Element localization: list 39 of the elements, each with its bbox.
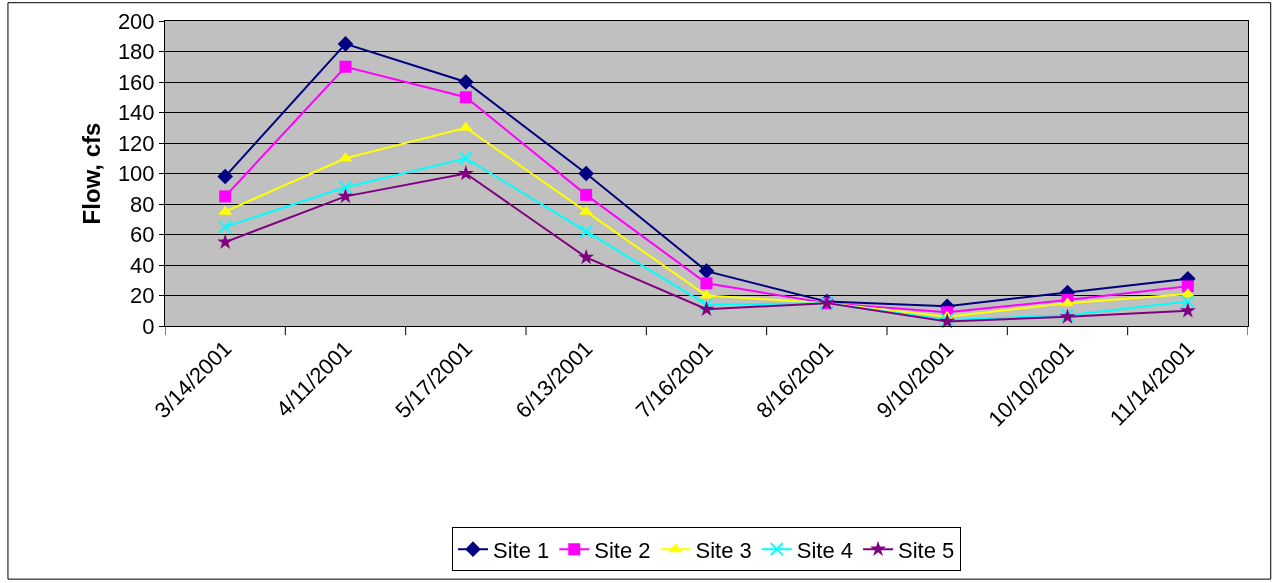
point (698, 300, 715, 317)
y-tick-label: 180 (117, 39, 155, 65)
point (698, 263, 715, 279)
point (458, 74, 474, 90)
point (337, 187, 354, 204)
y-tick-label: 20 (130, 283, 155, 309)
y-tick-label: 60 (130, 222, 155, 248)
point (578, 248, 595, 265)
y-tick-label: 100 (117, 161, 155, 187)
point (1181, 280, 1194, 293)
y-tick-label: 80 (130, 191, 155, 217)
legend-label: Site 3 (695, 537, 752, 563)
point (339, 60, 352, 73)
y-tick-label: 120 (117, 130, 155, 156)
y-tick-label: 40 (130, 252, 155, 278)
y-axis-title: Flow, cfs (77, 122, 105, 225)
point (459, 91, 472, 104)
point (700, 277, 713, 290)
point (457, 165, 474, 181)
point (580, 188, 593, 201)
point (1180, 294, 1195, 309)
point (458, 151, 473, 166)
point (1179, 302, 1196, 318)
y-tick-label: 140 (117, 100, 155, 126)
y-tick-label: 160 (117, 69, 155, 95)
point (219, 190, 232, 203)
point (578, 165, 594, 182)
y-tick-label: 0 (142, 313, 155, 339)
point (218, 219, 233, 234)
legend-label: Site 5 (898, 537, 955, 563)
point (579, 224, 594, 239)
point (217, 233, 234, 249)
point (338, 180, 353, 195)
legend-label: Site 2 (594, 537, 651, 563)
legend-label: Site 4 (796, 537, 854, 563)
y-tick-label: 200 (117, 8, 155, 34)
point (217, 168, 233, 185)
legend-label: Site 1 (493, 537, 550, 563)
point (337, 36, 354, 52)
